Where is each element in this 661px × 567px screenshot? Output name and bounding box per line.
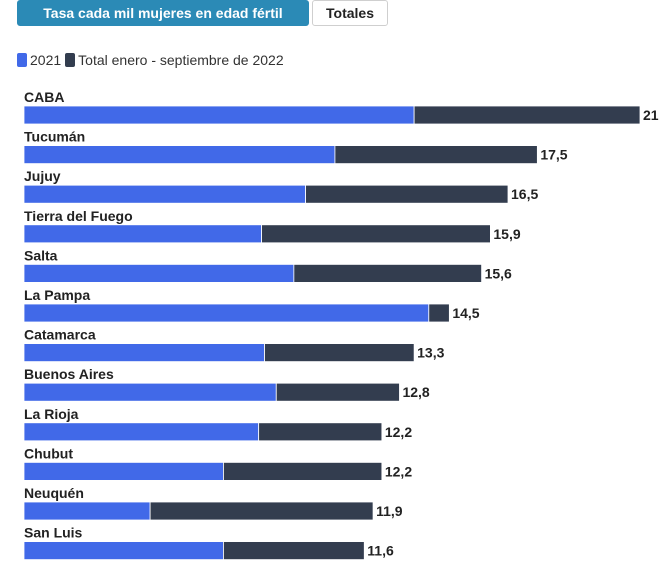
bar-2021[interactable]	[23, 105, 415, 125]
legend-item-2021[interactable]: 2021	[17, 52, 61, 68]
bar-2022[interactable]	[293, 263, 483, 283]
bar-2022[interactable]	[275, 382, 400, 402]
total-value-label: 14,5	[452, 305, 479, 321]
total-value-label: 12,8	[402, 384, 429, 400]
legend-label-2022: Total enero - septiembre de 2022	[78, 52, 284, 68]
category-label: La Pampa	[24, 287, 90, 303]
total-value-label: 15,6	[485, 265, 512, 281]
category-label: CABA	[24, 89, 64, 105]
bar-2021[interactable]	[23, 263, 295, 283]
total-value-label: 21	[643, 107, 659, 123]
category-label: Chubut	[24, 445, 73, 461]
bar-2022[interactable]	[428, 303, 450, 323]
bar-2021[interactable]	[23, 422, 260, 442]
bar-2022[interactable]	[223, 541, 365, 560]
legend-item-2022[interactable]: Total enero - septiembre de 2022	[65, 52, 284, 68]
bar-2022[interactable]	[258, 422, 383, 442]
total-value-label: 13,3	[417, 345, 444, 361]
category-label: Tucumán	[24, 129, 85, 145]
chart-legend: 2021 Total enero - septiembre de 2022	[17, 52, 288, 68]
tab-bar: Tasa cada mil mujeres en edad fértil Tot…	[17, 0, 388, 26]
category-label: La Rioja	[24, 406, 79, 422]
bar-2022[interactable]	[223, 461, 383, 481]
bar-2022[interactable]	[334, 145, 538, 165]
legend-label-2021: 2021	[30, 52, 62, 68]
bar-2022[interactable]	[264, 343, 415, 363]
total-value-label: 11,9	[376, 503, 403, 519]
tab-totales[interactable]: Totales	[312, 0, 388, 26]
bar-2021[interactable]	[23, 145, 336, 165]
category-label: Buenos Aires	[24, 366, 114, 382]
bar-2021[interactable]	[23, 224, 263, 244]
category-label: Jujuy	[24, 168, 61, 184]
bar-2021[interactable]	[23, 461, 224, 481]
total-value-label: 12,2	[385, 463, 412, 479]
bar-2021[interactable]	[23, 184, 307, 204]
tab-tasa[interactable]: Tasa cada mil mujeres en edad fértil	[17, 0, 309, 26]
category-label: Catamarca	[24, 327, 96, 343]
category-label: San Luis	[24, 525, 83, 541]
bar-2022[interactable]	[261, 224, 491, 244]
legend-swatch-2022	[65, 53, 76, 67]
category-label: Neuquén	[24, 485, 84, 501]
bar-2021[interactable]	[23, 382, 277, 402]
bar-2021[interactable]	[23, 501, 151, 521]
total-value-label: 16,5	[511, 186, 538, 202]
bar-2021[interactable]	[23, 541, 224, 560]
total-value-label: 11,6	[367, 543, 394, 559]
legend-swatch-2021	[17, 53, 27, 67]
bar-2022[interactable]	[413, 105, 641, 125]
bar-2021[interactable]	[23, 343, 265, 363]
category-label: Salta	[24, 247, 58, 263]
total-value-label: 15,9	[493, 226, 520, 242]
bar-2022[interactable]	[305, 184, 509, 204]
total-value-label: 17,5	[540, 147, 567, 163]
bar-2021[interactable]	[23, 303, 430, 323]
total-value-label: 12,2	[385, 424, 412, 440]
bar-2022[interactable]	[149, 501, 374, 521]
category-label: Tierra del Fuego	[24, 208, 133, 224]
